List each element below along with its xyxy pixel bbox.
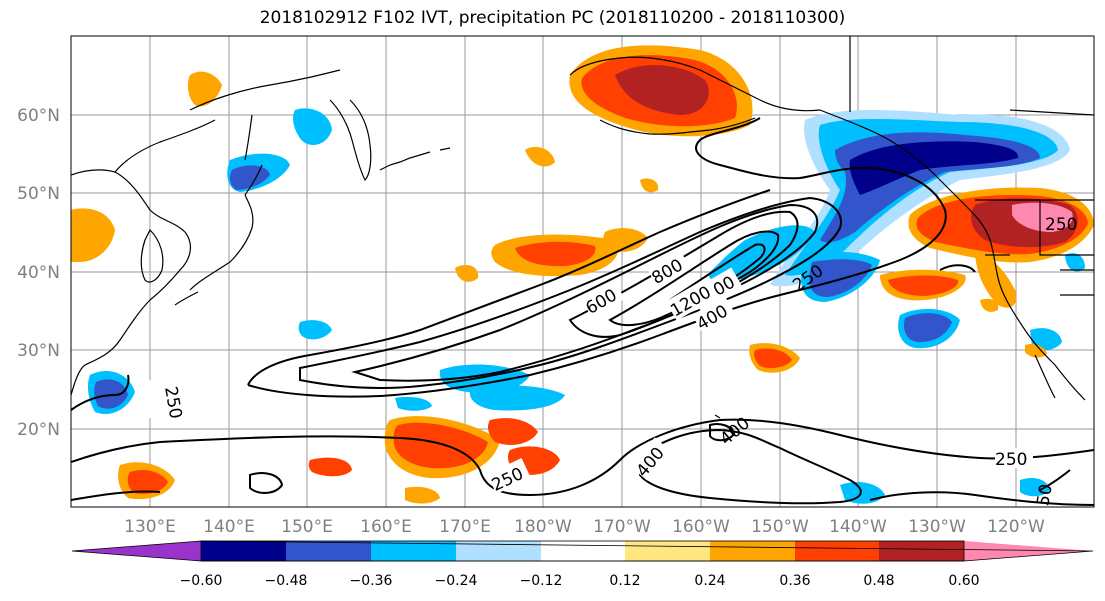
contour-label: 50 (1033, 483, 1056, 508)
colorbar-bin (541, 541, 625, 561)
colorbar-tick-label: 0.36 (779, 573, 810, 589)
colorbar-extend-max (964, 541, 1093, 561)
colorbar-tick-labels: −0.60 −0.48 −0.36 −0.24 −0.12 0.12 0.24 … (180, 573, 980, 589)
colorbar-bin (710, 541, 795, 561)
colorbar-tick-label: −0.60 (180, 573, 223, 589)
lon-tick-label: 180°W (514, 517, 572, 537)
lat-tick-label: 50°N (17, 184, 60, 204)
lon-tick-label: 150°W (751, 517, 809, 537)
colorbar-bin (795, 541, 879, 561)
contour-labels: 250 250 250 250 400 400 400 600 800 1000… (140, 215, 1077, 507)
lat-tick-label: 30°N (17, 341, 60, 361)
lon-tick-label: 130°W (908, 517, 966, 537)
latitude-axis: 60°N 50°N 40°N 30°N 20°N (17, 106, 60, 440)
longitude-axis: 130°E 140°E 150°E 160°E 170°E 180°W 170°… (124, 517, 1045, 537)
colorbar-tick-label: −0.36 (350, 573, 393, 589)
colorbar-extend-min (72, 541, 201, 561)
colorbar-tick-label: 0.12 (609, 573, 640, 589)
colorbar-tick-label: 0.24 (694, 573, 725, 589)
lon-tick-label: 150°E (281, 517, 333, 537)
colorbar-tick-label: −0.12 (520, 573, 563, 589)
colorbar-tick-label: −0.48 (265, 573, 308, 589)
lon-tick-label: 160°E (360, 517, 412, 537)
colorbar-tick-label: −0.24 (435, 573, 478, 589)
contour-label: 250 (995, 450, 1027, 470)
lat-tick-label: 40°N (17, 263, 60, 283)
colorbar-bin (286, 541, 371, 561)
map-frame (70, 35, 1095, 508)
lon-tick-label: 170°E (439, 517, 491, 537)
lat-tick-label: 60°N (17, 106, 60, 126)
colorbar-tick-label: 0.60 (948, 573, 979, 589)
lon-tick-label: 140°W (829, 517, 887, 537)
colorbar-bin (201, 541, 286, 561)
ivt-contours (71, 117, 1094, 506)
colorbar: −0.60 −0.48 −0.36 −0.24 −0.12 0.12 0.24 … (71, 540, 1094, 589)
lat-tick-label: 20°N (17, 420, 60, 440)
colorbar-bin (456, 541, 541, 561)
contour-label: 250 (1045, 215, 1077, 235)
coastlines (71, 36, 1094, 436)
colorbar-bin (625, 541, 710, 561)
colorbar-tick-label: 0.48 (863, 573, 894, 589)
colorbar-bin (879, 541, 964, 561)
lon-tick-label: 170°W (593, 517, 651, 537)
lon-tick-label: 140°E (203, 517, 255, 537)
colorbar-bin (371, 541, 456, 561)
lon-tick-label: 130°E (124, 517, 176, 537)
lon-tick-label: 160°W (672, 517, 730, 537)
map-title: 2018102912 F102 IVT, precipitation PC (2… (259, 8, 846, 28)
lon-tick-label: 120°W (987, 517, 1045, 537)
